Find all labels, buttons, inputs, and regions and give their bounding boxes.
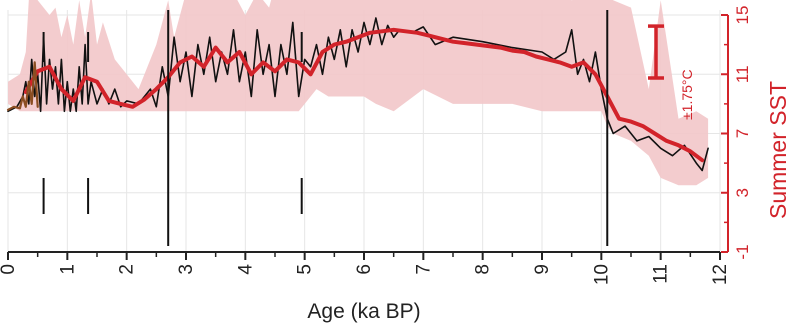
y-tick-label-0: -1 bbox=[733, 244, 752, 259]
x-tick-label-10: 10 bbox=[591, 264, 612, 285]
x-tick-label-8: 8 bbox=[473, 264, 494, 275]
x-axis-label: Age (ka BP) bbox=[307, 300, 420, 323]
x-tick-label-5: 5 bbox=[295, 264, 316, 275]
y-axis-right: -1 3 7 11 15 bbox=[721, 6, 752, 260]
series-brown-line bbox=[6, 61, 39, 111]
confidence-band bbox=[8, 0, 709, 186]
y-tick-label-3: 11 bbox=[733, 65, 752, 83]
error-bar-indicator: ±1.75°C bbox=[648, 24, 695, 120]
x-tick-label-9: 9 bbox=[532, 264, 553, 275]
series-raw-line bbox=[7, 17, 709, 172]
y-axis-label: Summer SST bbox=[765, 81, 791, 219]
confidence-band-group bbox=[8, 0, 709, 186]
x-tick-label-1: 1 bbox=[57, 264, 78, 275]
x-tick-label-6: 6 bbox=[354, 264, 375, 275]
x-tick-label-2: 2 bbox=[117, 264, 138, 275]
x-tick-label-3: 3 bbox=[176, 264, 197, 275]
x-tick-label-12: 12 bbox=[710, 264, 731, 285]
x-tick-label-0: 0 bbox=[0, 264, 19, 275]
y-tick-label-2: 7 bbox=[733, 129, 752, 138]
error-bar-label: ±1.75°C bbox=[679, 69, 695, 120]
y-tick-label-1: 3 bbox=[733, 188, 752, 197]
x-tick-label-7: 7 bbox=[413, 264, 434, 275]
series-smoothed-line bbox=[23, 27, 705, 163]
y-tick-label-4: 15 bbox=[733, 6, 752, 25]
x-tick-label-11: 11 bbox=[651, 264, 672, 284]
x-tick-label-4: 4 bbox=[235, 264, 256, 275]
x-axis: 0 1 2 3 4 5 6 7 8 9 10 11 12 bbox=[0, 251, 731, 285]
series-lines-group bbox=[6, 17, 709, 172]
vertical-markers-group bbox=[42, 10, 609, 246]
